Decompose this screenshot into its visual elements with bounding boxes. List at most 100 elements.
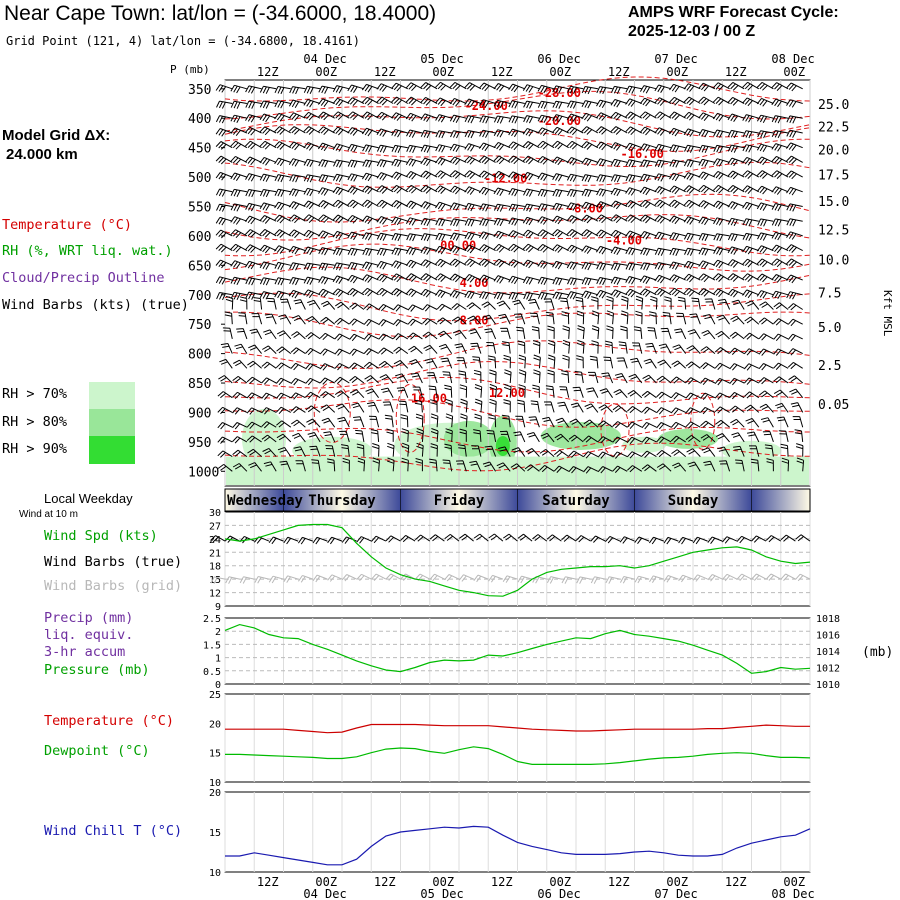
wind-barb bbox=[372, 443, 380, 457]
contour-label: 12.00 bbox=[489, 386, 525, 400]
wind-barb bbox=[683, 96, 701, 106]
wind-barb bbox=[303, 187, 321, 197]
wind-barb bbox=[303, 158, 321, 168]
wind-barb bbox=[303, 289, 321, 299]
wind-barb bbox=[698, 96, 716, 106]
wind-barb bbox=[259, 126, 277, 136]
wind-barb bbox=[583, 466, 599, 474]
wind-barb bbox=[669, 215, 686, 225]
wind-barb bbox=[423, 344, 438, 354]
wind-barb bbox=[581, 201, 599, 211]
wind-barb bbox=[422, 318, 438, 326]
wind-barb bbox=[464, 82, 482, 91]
wind-barb bbox=[319, 332, 335, 341]
wind-barb bbox=[332, 126, 350, 136]
wind-barb bbox=[367, 401, 380, 413]
wind-barb bbox=[712, 158, 730, 167]
wind-barb bbox=[349, 362, 365, 370]
wind-barb bbox=[451, 316, 467, 325]
wind-barb bbox=[230, 229, 248, 239]
wind-barb bbox=[362, 144, 379, 153]
wind-barb bbox=[307, 432, 321, 443]
wind-barb bbox=[288, 126, 306, 135]
wind-barb bbox=[552, 202, 569, 212]
wind-barb bbox=[543, 298, 555, 310]
wind-barb bbox=[351, 402, 365, 413]
wind-barb bbox=[795, 534, 811, 542]
wind-barb bbox=[685, 407, 701, 415]
wind-barb bbox=[332, 214, 350, 224]
wind-barb bbox=[654, 247, 672, 256]
wind-barb bbox=[625, 247, 642, 256]
temperature-contour bbox=[313, 381, 351, 443]
wind-barb bbox=[493, 258, 511, 268]
wind-barb bbox=[493, 83, 511, 92]
wind-barb bbox=[239, 576, 255, 584]
wind-barb bbox=[479, 203, 496, 212]
wind-barb bbox=[474, 384, 483, 398]
wind-barb bbox=[318, 200, 335, 209]
wind-barb bbox=[639, 143, 657, 152]
wind-barb bbox=[332, 173, 350, 183]
wind-barb bbox=[493, 170, 511, 180]
wind-barb bbox=[405, 247, 423, 256]
wind-barb bbox=[669, 111, 686, 121]
wind-barb bbox=[376, 287, 394, 297]
wind-barb bbox=[517, 533, 533, 542]
wind-barb bbox=[406, 233, 423, 242]
wind-barb bbox=[742, 232, 759, 242]
wind-barb bbox=[376, 96, 394, 106]
wind-barb bbox=[677, 296, 687, 310]
wind-barb bbox=[430, 443, 438, 457]
wind-barb bbox=[773, 389, 789, 399]
wind-barb bbox=[232, 422, 248, 430]
wind-barb bbox=[261, 421, 277, 429]
wind-barb bbox=[244, 229, 262, 238]
wind-barb bbox=[773, 333, 789, 342]
wind-barb bbox=[478, 244, 496, 253]
bottom-time-hour-label: 00Z bbox=[315, 875, 337, 889]
wind-barb bbox=[305, 391, 321, 400]
wind-barb bbox=[349, 348, 365, 356]
wind-barb bbox=[522, 128, 540, 137]
wind-barb bbox=[757, 130, 774, 139]
wind-barb bbox=[581, 157, 599, 167]
wind-barb bbox=[376, 172, 394, 181]
wind-barb bbox=[290, 362, 306, 371]
wind-barb bbox=[698, 171, 716, 181]
wind-barb bbox=[288, 229, 306, 239]
wind-barb bbox=[508, 291, 525, 301]
wind-barb bbox=[662, 311, 672, 325]
wind-barb bbox=[224, 311, 233, 325]
wind-barb bbox=[758, 333, 774, 341]
wind-barb bbox=[318, 98, 335, 107]
wind-barb bbox=[670, 421, 686, 430]
wind-barb bbox=[596, 86, 613, 95]
wind-barb bbox=[537, 114, 555, 123]
wind-barb bbox=[684, 144, 701, 153]
wind-barb bbox=[612, 421, 628, 429]
wind-barb bbox=[391, 112, 409, 121]
wind-barb bbox=[742, 218, 759, 227]
wind-barb bbox=[626, 451, 643, 459]
wind-barb bbox=[731, 299, 745, 310]
wind-barb bbox=[478, 142, 496, 152]
wind-barb bbox=[775, 402, 789, 413]
wind-barb bbox=[568, 450, 584, 458]
wind-barb bbox=[215, 216, 233, 226]
wind-barb bbox=[714, 346, 730, 355]
wind-barb bbox=[499, 430, 511, 443]
wind-barb bbox=[400, 534, 416, 543]
wind-barb bbox=[455, 460, 467, 472]
wind-barb bbox=[230, 100, 247, 109]
wind-barb bbox=[245, 189, 262, 198]
wind-barb bbox=[744, 316, 760, 325]
wind-barb bbox=[376, 83, 394, 92]
wind-barb bbox=[244, 156, 262, 166]
wind-barb bbox=[601, 372, 614, 384]
wind-barb bbox=[293, 299, 306, 310]
wind-barb bbox=[363, 348, 379, 356]
wind-barb bbox=[581, 126, 599, 135]
wind-barb bbox=[303, 262, 321, 271]
wind-barb bbox=[442, 371, 453, 384]
